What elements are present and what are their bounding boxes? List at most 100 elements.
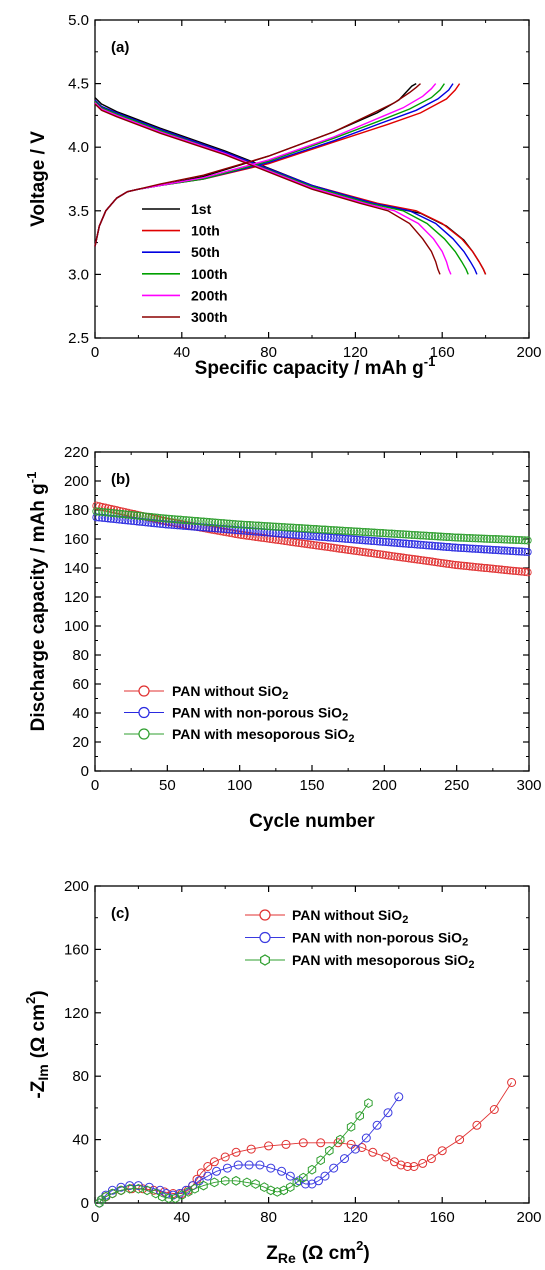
data-point [300, 524, 309, 533]
series-line-100th-discharge [94, 100, 469, 275]
data-point [268, 522, 277, 531]
data-point [306, 540, 315, 549]
data-point [494, 546, 503, 555]
x-tick-label: 160 [430, 1209, 455, 1226]
data-point [390, 529, 399, 538]
data-point [448, 543, 457, 552]
data-point [506, 546, 515, 555]
data-point [320, 525, 330, 534]
y-tick-label: 60 [72, 676, 89, 693]
y-axis-label: -ZIm (Ω cm2) [23, 990, 51, 1098]
data-point [341, 526, 350, 535]
x-tick-label: 200 [372, 777, 397, 794]
data-point [303, 540, 312, 549]
y-tick-label: 200 [64, 878, 89, 895]
data-point [520, 536, 529, 545]
data-point [404, 530, 413, 539]
x-axis-label-text: Specific capacity / mAh g [195, 358, 424, 379]
y-tick-label: 4.0 [68, 139, 89, 156]
data-point [138, 512, 147, 521]
data-point [187, 516, 196, 525]
data-point [361, 1133, 371, 1143]
data-point [390, 538, 399, 547]
series-line-50th-discharge [94, 99, 478, 275]
y-tick-label: 220 [64, 444, 89, 461]
x-tick-label: 150 [299, 777, 324, 794]
data-point [352, 547, 361, 556]
data-point [399, 539, 408, 548]
data-point [394, 1092, 404, 1102]
data-point [355, 527, 364, 536]
data-point [352, 527, 361, 536]
data-point [294, 538, 304, 548]
series-line-300th-charge [94, 83, 421, 247]
data-point [422, 556, 431, 565]
data-point [422, 541, 431, 550]
data-point [254, 521, 263, 530]
legend-swatch-marker [138, 685, 150, 697]
y-axis-label-superscript: -1 [24, 472, 39, 484]
data-point [370, 528, 379, 537]
data-point [426, 1154, 436, 1164]
series-line-200th-discharge [94, 102, 452, 275]
data-point [280, 523, 289, 532]
data-point [358, 536, 367, 545]
data-point [335, 534, 344, 543]
data-point [399, 553, 408, 562]
data-point [341, 545, 350, 554]
data-point [216, 518, 225, 528]
y-tick-label: 0 [81, 1195, 89, 1212]
data-point [399, 530, 408, 539]
data-point [471, 562, 480, 572]
data-point [451, 560, 460, 569]
data-point [303, 524, 312, 533]
data-point [190, 1183, 200, 1194]
data-point [465, 534, 474, 543]
data-point [277, 529, 286, 538]
data-point [134, 1183, 143, 1194]
data-point [439, 559, 448, 568]
data-point [401, 530, 411, 539]
data-point [228, 519, 237, 528]
y-axis-label: Discharge capacity / mAh g-1 [24, 472, 49, 732]
x-tick-label: 40 [173, 1209, 190, 1226]
x-axis-label-subscript: Re [278, 1250, 296, 1266]
legend-label-subscript: 2 [462, 937, 468, 949]
data-point [396, 539, 405, 548]
data-point [212, 1166, 221, 1176]
data-point [346, 1122, 356, 1132]
data-point [488, 564, 497, 573]
data-point [144, 512, 153, 521]
data-point [109, 509, 118, 518]
data-point [121, 510, 130, 519]
data-point [141, 512, 150, 521]
data-point [277, 522, 286, 532]
data-point [430, 541, 440, 551]
x-tick-label: 120 [343, 344, 368, 361]
data-point [314, 1176, 323, 1186]
data-point [410, 540, 419, 549]
data-point [509, 535, 518, 544]
data-point [514, 535, 523, 545]
panel-b-cycling-chart: 0 50 100 150 200 250 300 0 20 40 60 80 100 120 140 160 1… [24, 444, 542, 832]
data-point [445, 543, 454, 552]
panel-a-voltage-capacity-chart: 0 40 80 120 160 200 2.5 3.0 3.5 4.0 4.5 5.0 (a) 1st 10… [28, 12, 542, 379]
data-point [488, 534, 497, 544]
data-point [171, 1193, 180, 1204]
data-point [355, 535, 364, 544]
data-point [459, 561, 468, 570]
data-point [428, 541, 437, 550]
y-tick-label: 80 [72, 1068, 89, 1085]
data-point [299, 1172, 308, 1183]
data-point [225, 519, 234, 528]
data-point [500, 535, 509, 544]
data-point [132, 511, 142, 520]
data-point [358, 527, 367, 536]
panel-label: (b) [111, 471, 130, 488]
data-point [112, 509, 121, 518]
data-point [332, 544, 341, 553]
data-point [124, 510, 133, 519]
data-point [176, 515, 185, 524]
data-point [98, 507, 107, 517]
data-point [468, 534, 477, 543]
